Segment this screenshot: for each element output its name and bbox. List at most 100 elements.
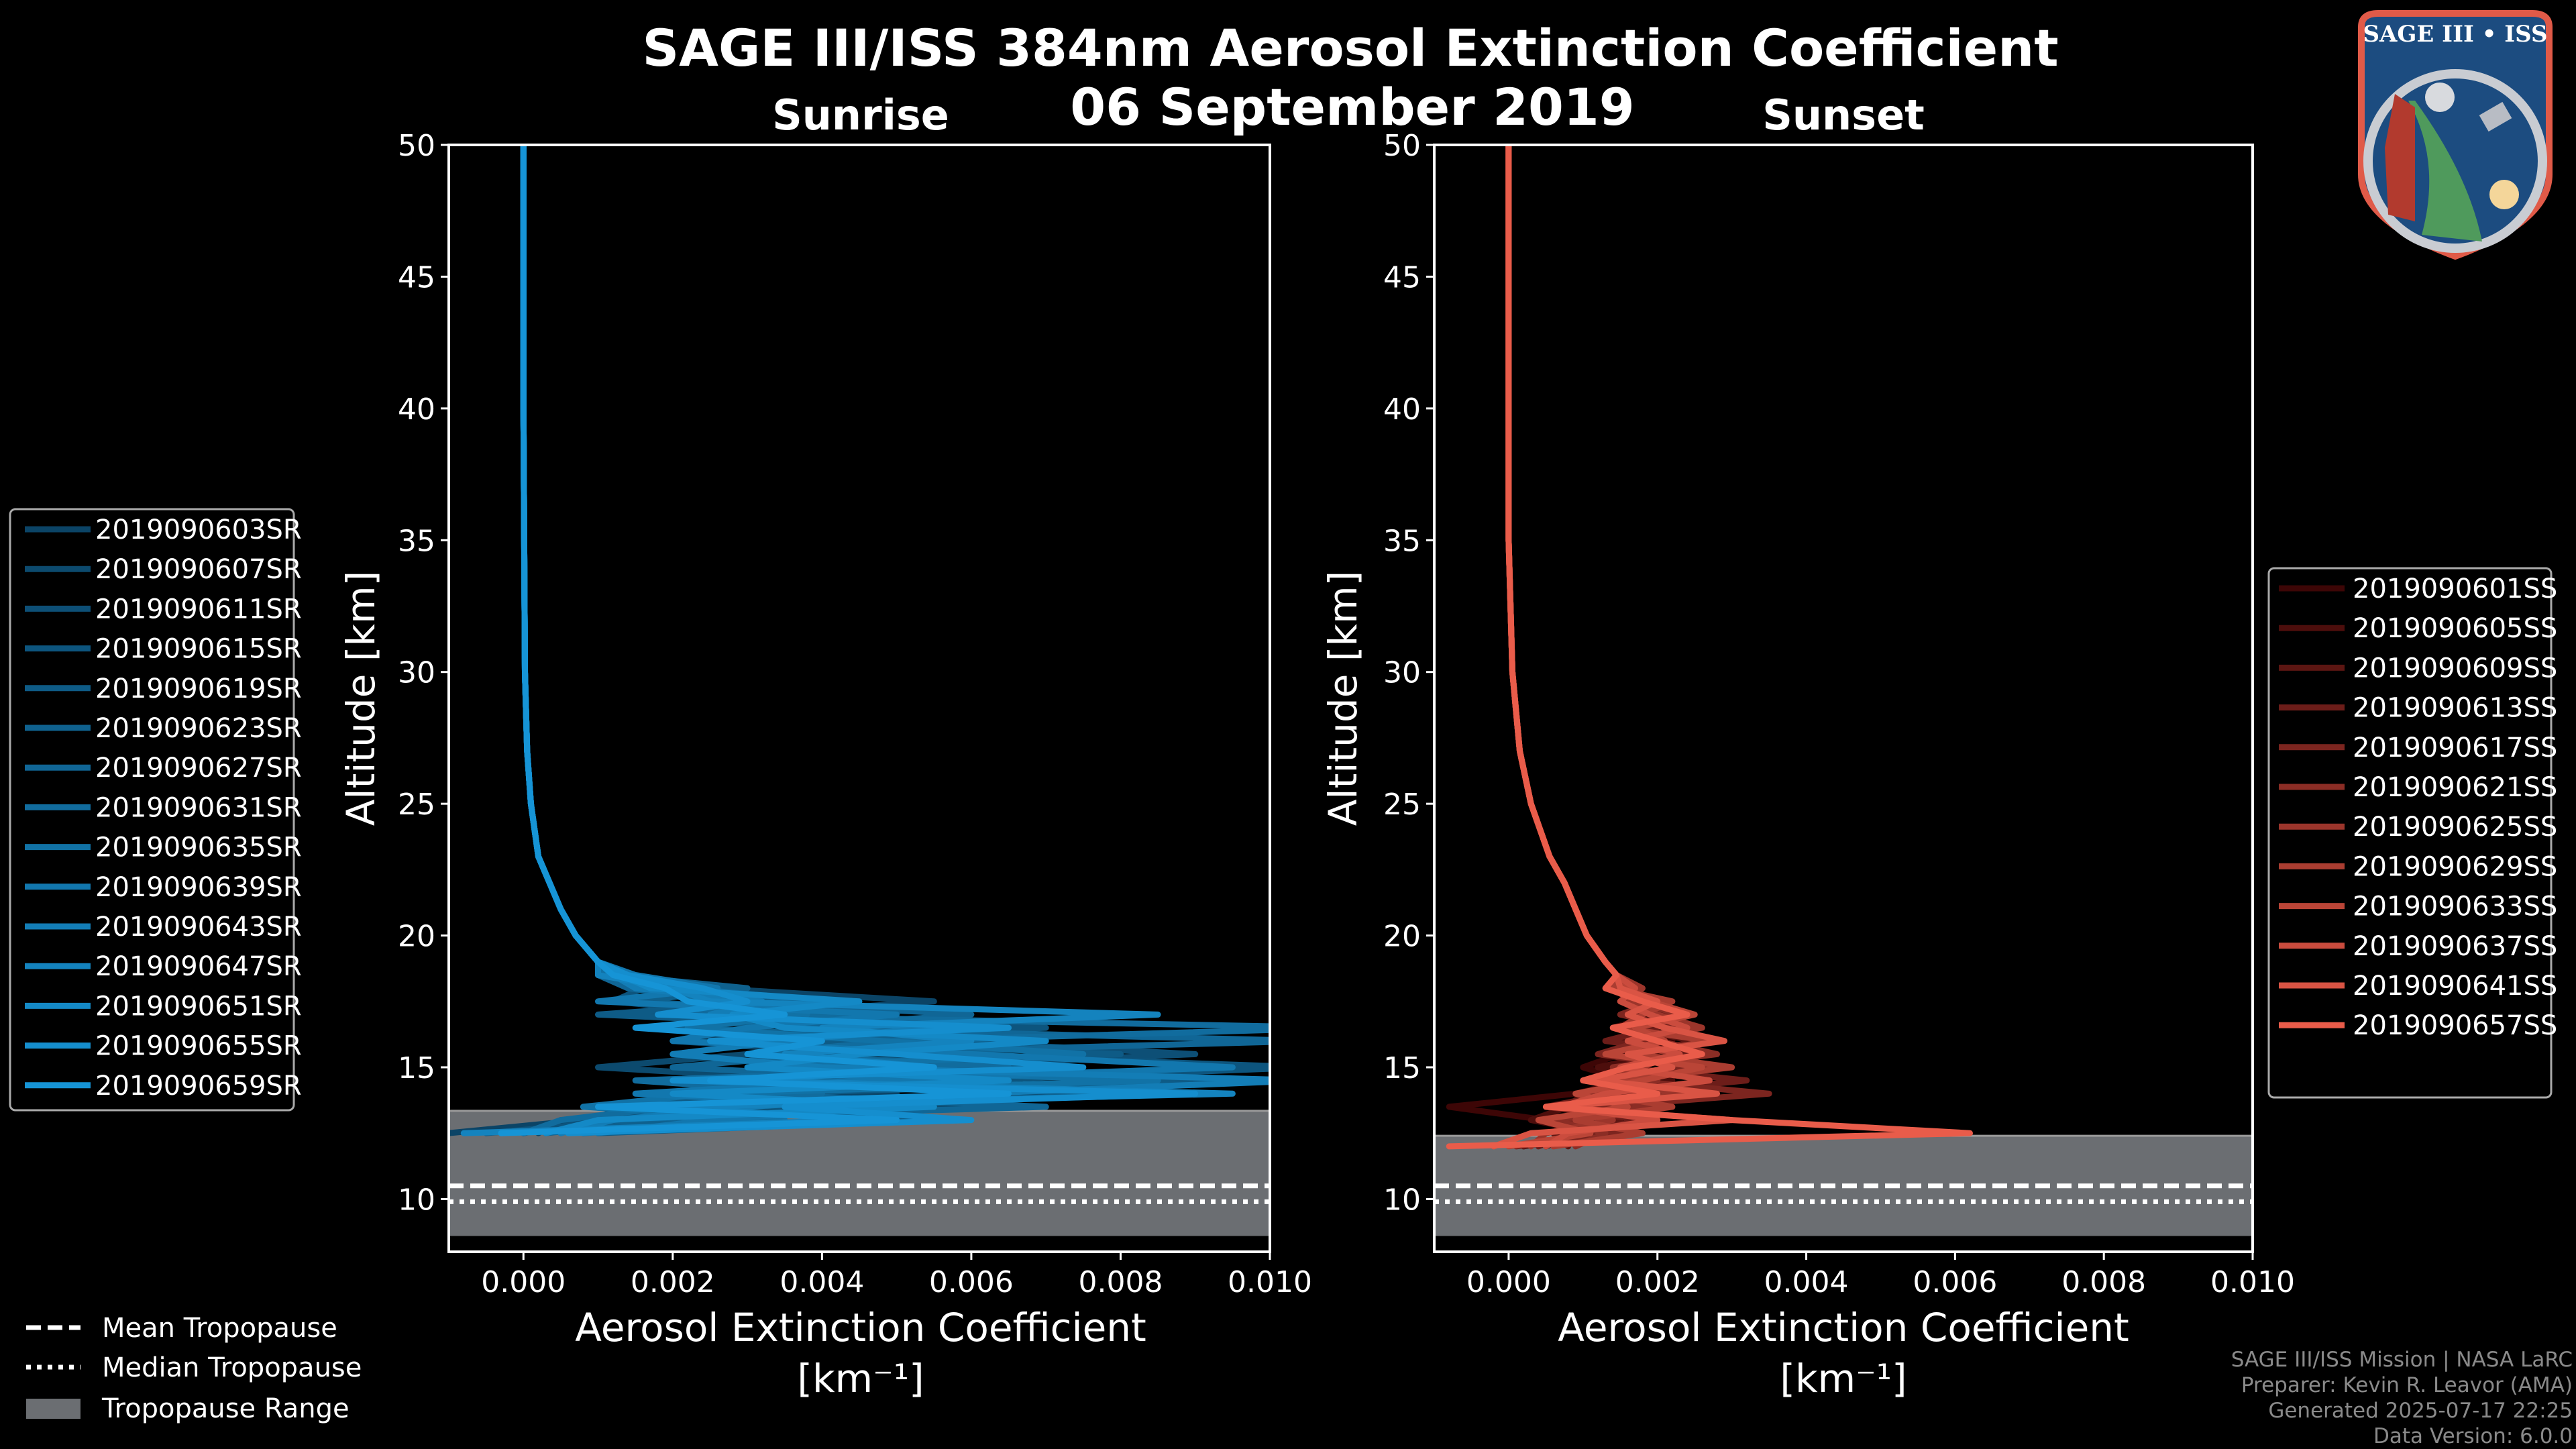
- profile-line-2019090621SS: [1505, 145, 1720, 1150]
- legend-entry-label: 2019090605SS: [2353, 613, 2557, 644]
- legend-entry-label: 2019090647SR: [95, 951, 302, 982]
- legend-entry-label: 2019090639SR: [95, 872, 302, 903]
- plot-area: [1434, 145, 2253, 1236]
- profile-line-2019090603SR: [449, 145, 1049, 1136]
- y-tick-label: 20: [1383, 920, 1421, 954]
- tropopause-range-label: Tropopause Range: [101, 1393, 350, 1424]
- median-tropopause-label: Median Tropopause: [102, 1352, 362, 1383]
- footer-credits: SAGE III/ISS Mission | NASA LaRC Prepare…: [2231, 1348, 2573, 1448]
- x-tick-label: 0.000: [1466, 1265, 1551, 1299]
- x-tick-label: 0.006: [1913, 1265, 1997, 1299]
- y-tick-label: 15: [1383, 1051, 1421, 1085]
- profile-line-2019090647SR: [460, 145, 1236, 1136]
- y-tick-label: 10: [1383, 1183, 1421, 1217]
- x-tick-label: 0.004: [780, 1265, 864, 1299]
- sunrise-subtitle: Sunrise: [772, 91, 949, 140]
- y-tick-label: 25: [398, 788, 435, 822]
- legend-entry-label: 2019090625SS: [2353, 812, 2557, 843]
- legend-entry-label: 2019090613SS: [2353, 693, 2557, 724]
- x-tick-label: 0.006: [929, 1265, 1014, 1299]
- sunrise-legend-frame: [9, 508, 295, 1112]
- mean-tropopause-label: Mean Tropopause: [102, 1313, 337, 1344]
- profile-line-2019090607SR: [520, 145, 1012, 1136]
- legend-entry-label: 2019090627SR: [95, 753, 302, 784]
- y-tick-label: 20: [398, 920, 435, 954]
- profile-line-2019090659SR: [498, 145, 1012, 1136]
- profile-line-2019090657SS: [1446, 145, 1973, 1150]
- y-tick-label: 40: [1383, 392, 1421, 427]
- sunset-x-label: Aerosol Extinction Coefficient: [1558, 1305, 2129, 1350]
- x-tick-label: 0.008: [1078, 1265, 1163, 1299]
- profile-line-2019090637SS: [1505, 145, 1713, 1150]
- legend-entry-label: 2019090659SR: [95, 1071, 302, 1102]
- chart-title: SAGE III/ISS 384nm Aerosol Extinction Co…: [642, 18, 2058, 78]
- legend-entry-label: 2019090617SS: [2353, 733, 2557, 763]
- profile-line-2019090625SS: [1505, 145, 1705, 1150]
- legend-entry-label: 2019090655SR: [95, 1031, 302, 1062]
- plot-area: [449, 145, 1270, 1236]
- y-tick-label: 40: [398, 392, 435, 427]
- legend-entry-label: 2019090611SR: [95, 594, 302, 625]
- axes-frame: [1433, 144, 2254, 1253]
- profile-line-2019090615SR: [483, 145, 1270, 1136]
- legend-entry-label: 2019090633SS: [2353, 892, 2557, 922]
- y-tick-label: 50: [1383, 129, 1421, 163]
- legend-entry-label: 2019090623SR: [95, 713, 302, 744]
- sunset-legend-frame: [2267, 567, 2553, 1099]
- chart-date: 06 September 2019: [1070, 77, 1634, 137]
- y-tick-label: 45: [1383, 260, 1421, 294]
- profile-line-2019090609SS: [1505, 145, 1720, 1150]
- legend-entry-label: 2019090601SS: [2353, 574, 2557, 604]
- profile-line-2019090633SS: [1505, 145, 1705, 1150]
- tropopause-range-swatch: [26, 1399, 80, 1419]
- legend-entry-label: 2019090631SR: [95, 792, 302, 823]
- footer-generated: Generated 2025-07-17 22:25: [2268, 1399, 2573, 1423]
- legend-entry-label: 2019090615SR: [95, 634, 302, 665]
- legend-entry-label: 2019090643SR: [95, 912, 302, 943]
- legend-entry-label: 2019090635SR: [95, 833, 302, 863]
- logo-moon: [2425, 83, 2455, 112]
- sunset-x-unit: [km⁻¹]: [1780, 1356, 1907, 1401]
- x-tick-label: 0.010: [2210, 1265, 2295, 1299]
- y-tick-label: 35: [398, 524, 435, 558]
- tropopause-legend: Mean Tropopause Median Tropopause Tropop…: [26, 1313, 362, 1424]
- y-tick-label: 35: [1383, 524, 1421, 558]
- sage-iii-iss-mission-logo: SAGE III • ISS: [2358, 10, 2553, 260]
- sunset-subtitle: Sunset: [1762, 91, 1925, 140]
- profile-line-2019090651SR: [520, 145, 1049, 1136]
- legend-entry-label: 2019090637SS: [2353, 931, 2557, 962]
- y-tick-label: 30: [1383, 656, 1421, 690]
- x-tick-label: 0.008: [2061, 1265, 2146, 1299]
- sunrise-legend: 2019090603SR 2019090607SR 2019090611SR 2019…: [9, 508, 302, 1112]
- y-tick-label: 10: [398, 1183, 435, 1217]
- footer-data-version: Data Version: 6.0.0: [2373, 1424, 2573, 1448]
- x-tick-label: 0.002: [1615, 1265, 1700, 1299]
- y-tick-label: 25: [1383, 788, 1421, 822]
- logo-sage-figure: [2385, 94, 2415, 221]
- legend-entry-label: 2019090621SS: [2353, 772, 2557, 803]
- sunrise-axes: 10 15 20 25 30 35 40 45 50 0.000 0.002 0.004 0.006 0.…: [398, 129, 1312, 1299]
- sunset-legend: 2019090601SS 2019090605SS 2019090609SS 2019…: [2267, 567, 2557, 1099]
- legend-entry-label: 2019090619SR: [95, 674, 302, 704]
- sunrise-y-label: Altitude [km]: [338, 571, 384, 826]
- logo-iss: [2479, 101, 2512, 132]
- logo-sun: [2489, 180, 2519, 209]
- legend-entry-label: 2019090657SS: [2353, 1010, 2557, 1041]
- footer-mission: SAGE III/ISS Mission | NASA LaRC: [2231, 1348, 2573, 1372]
- profile-line-2019090641SS: [1491, 145, 1735, 1150]
- y-tick-label: 50: [398, 129, 435, 163]
- sunset-axes: 10 15 20 25 30 35 40 45 50 0.000 0.002 0.004 0.006 0.…: [1383, 129, 2295, 1299]
- sunrise-x-unit: [km⁻¹]: [797, 1356, 924, 1401]
- logo-ring: [2363, 69, 2547, 253]
- legend-entry-label: 2019090629SS: [2353, 851, 2557, 882]
- x-tick-label: 0.002: [631, 1265, 715, 1299]
- sunrise-x-label: Aerosol Extinction Coefficient: [575, 1305, 1146, 1350]
- legend-entry-label: 2019090651SR: [95, 991, 302, 1022]
- legend-entry-label: 2019090609SS: [2353, 653, 2557, 684]
- footer-preparer: Preparer: Kevin R. Leavor (AMA): [2241, 1373, 2573, 1397]
- x-tick-label: 0.000: [481, 1265, 566, 1299]
- legend-entry-label: 2019090641SS: [2353, 971, 2557, 1002]
- sunset-y-label: Altitude [km]: [1320, 571, 1366, 826]
- legend-entry-label: 2019090603SR: [95, 515, 302, 545]
